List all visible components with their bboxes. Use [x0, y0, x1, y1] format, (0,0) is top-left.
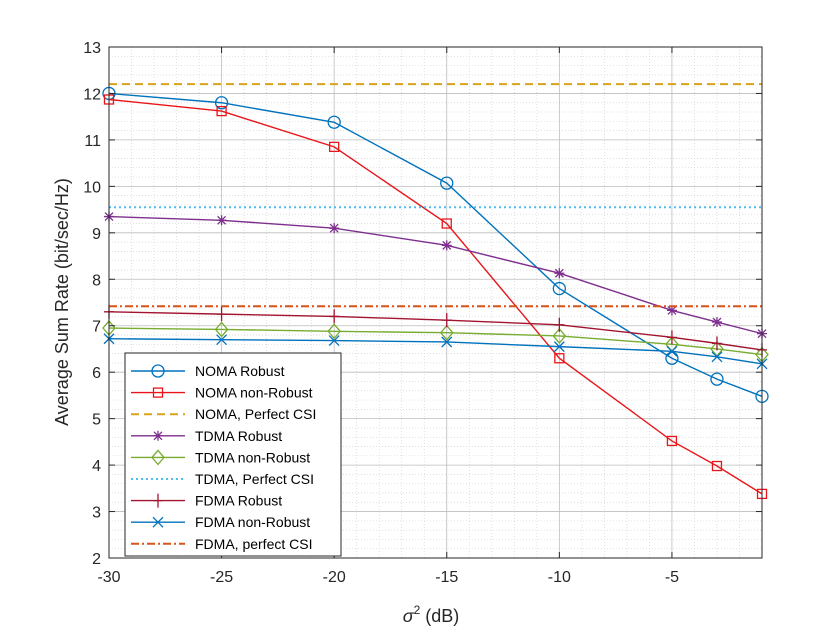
data-point-marker — [440, 176, 454, 190]
y-tick-label: 2 — [92, 551, 101, 568]
data-point-marker — [666, 305, 677, 316]
legend-marker — [153, 493, 163, 508]
x-axis-label-exponent: 2 — [414, 603, 421, 617]
legend-label: NOMA, Perfect CSI — [195, 406, 316, 422]
x-axis-label-unit: (dB) — [420, 606, 459, 626]
legend-label: FDMA Robust — [195, 493, 282, 509]
data-point-marker — [214, 96, 229, 110]
y-tick-label: 6 — [92, 365, 101, 382]
data-point-marker — [711, 460, 723, 472]
x-tick-label: -5 — [665, 569, 679, 586]
x-tick-label: -10 — [548, 569, 571, 586]
data-point-marker — [552, 327, 567, 344]
data-point-marker — [554, 317, 565, 332]
series-noma-non-robust — [103, 94, 768, 500]
x-tick-label: -30 — [97, 569, 120, 586]
data-point-marker — [441, 240, 452, 251]
legend-label: TDMA, Perfect CSI — [195, 471, 314, 487]
data-point-marker — [216, 105, 227, 117]
data-point-marker — [328, 335, 340, 347]
data-point-marker — [439, 324, 454, 341]
legend-label: NOMA Robust — [195, 363, 285, 379]
series-line — [108, 215, 763, 335]
series-line — [108, 92, 763, 397]
data-point-marker — [441, 218, 452, 229]
series-fdma-robust — [104, 304, 767, 357]
ticks-layer — [108, 46, 762, 559]
data-point-marker — [216, 215, 227, 226]
data-point-marker — [216, 307, 227, 322]
y-tick-label: 12 — [83, 86, 101, 103]
data-point-marker — [329, 141, 340, 153]
data-point-marker — [214, 321, 229, 338]
x-tick-label: -20 — [323, 569, 346, 586]
data-point-marker — [666, 345, 678, 357]
data-point-marker — [553, 341, 565, 353]
legend-entry: FDMA Robust — [131, 493, 282, 509]
x-tick-label: -25 — [210, 569, 233, 586]
legend-entry: FDMA, perfect CSI — [131, 536, 312, 552]
legend-entry: NOMA, Perfect CSI — [131, 406, 316, 422]
legend-marker — [152, 387, 164, 398]
y-tick-label: 8 — [92, 272, 101, 289]
data-point-marker — [666, 330, 677, 345]
y-tick-label: 4 — [92, 458, 101, 475]
data-point-marker — [327, 115, 341, 129]
data-point-marker — [441, 336, 453, 348]
data-point-marker — [329, 223, 340, 234]
y-tick-label: 9 — [92, 226, 101, 243]
legend-entry: FDMA non-Robust — [131, 514, 310, 530]
legend-marker — [153, 430, 163, 441]
y-tick-label: 11 — [84, 133, 101, 150]
legend-label: TDMA non-Robust — [195, 449, 310, 465]
x-axis-label: σ2 (dB) — [403, 603, 460, 626]
legend: NOMA Robust NOMA non-Robust NOMA, Perfect … — [124, 352, 342, 557]
y-tick-label: 5 — [92, 412, 101, 429]
legend-marker — [151, 364, 165, 378]
data-point-marker — [711, 351, 723, 363]
data-point-marker — [552, 281, 566, 296]
plot-box — [108, 46, 763, 559]
legend-entry: TDMA, Perfect CSI — [131, 471, 314, 487]
legend-label: FDMA, perfect CSI — [195, 536, 312, 552]
series-line — [108, 98, 763, 495]
legend-entry: NOMA non-Robust — [131, 385, 313, 401]
series-line — [108, 338, 763, 365]
legend-marker — [152, 516, 164, 528]
data-point-marker — [554, 268, 565, 279]
y-tick-label: 10 — [83, 179, 101, 196]
legend-entry: TDMA non-Robust — [131, 449, 310, 465]
data-point-marker — [711, 336, 722, 351]
series-tdma-non-robust — [102, 320, 769, 363]
x-tick-label: -15 — [435, 569, 458, 586]
data-point-marker — [329, 309, 340, 324]
tick-labels: -30 -25 -20 -15 -10 -5 2 3 4 5 6 7 8 9 10 11 12 13 — [83, 40, 679, 586]
data-point-marker — [710, 372, 724, 386]
data-point-marker — [711, 317, 722, 328]
legend-entry: TDMA Robust — [131, 428, 282, 444]
x-axis-label-symbol: σ — [403, 606, 415, 626]
legend-label: FDMA non-Robust — [195, 514, 310, 530]
series-line — [108, 311, 763, 351]
y-axis-label: Average Sum Rate (bit/sec/Hz) — [52, 178, 72, 426]
legend-label: TDMA Robust — [195, 428, 282, 444]
data-point-marker — [666, 435, 678, 447]
legend-label: NOMA non-Robust — [195, 385, 313, 401]
data-point-marker — [441, 313, 452, 328]
data-point-marker — [554, 353, 565, 364]
series-fdma-non-robust — [103, 333, 768, 370]
y-tick-label: 3 — [92, 505, 101, 522]
y-tick-label: 7 — [92, 319, 101, 336]
series-layer — [102, 83, 769, 500]
y-tick-label: 13 — [83, 40, 101, 57]
data-point-marker — [216, 334, 228, 346]
legend-marker — [151, 449, 165, 466]
data-point-marker — [327, 323, 342, 340]
legend-entry: NOMA Robust — [131, 363, 285, 379]
series-line — [108, 327, 763, 356]
legend-items: NOMA Robust NOMA non-Robust NOMA, Perfect … — [131, 363, 316, 552]
